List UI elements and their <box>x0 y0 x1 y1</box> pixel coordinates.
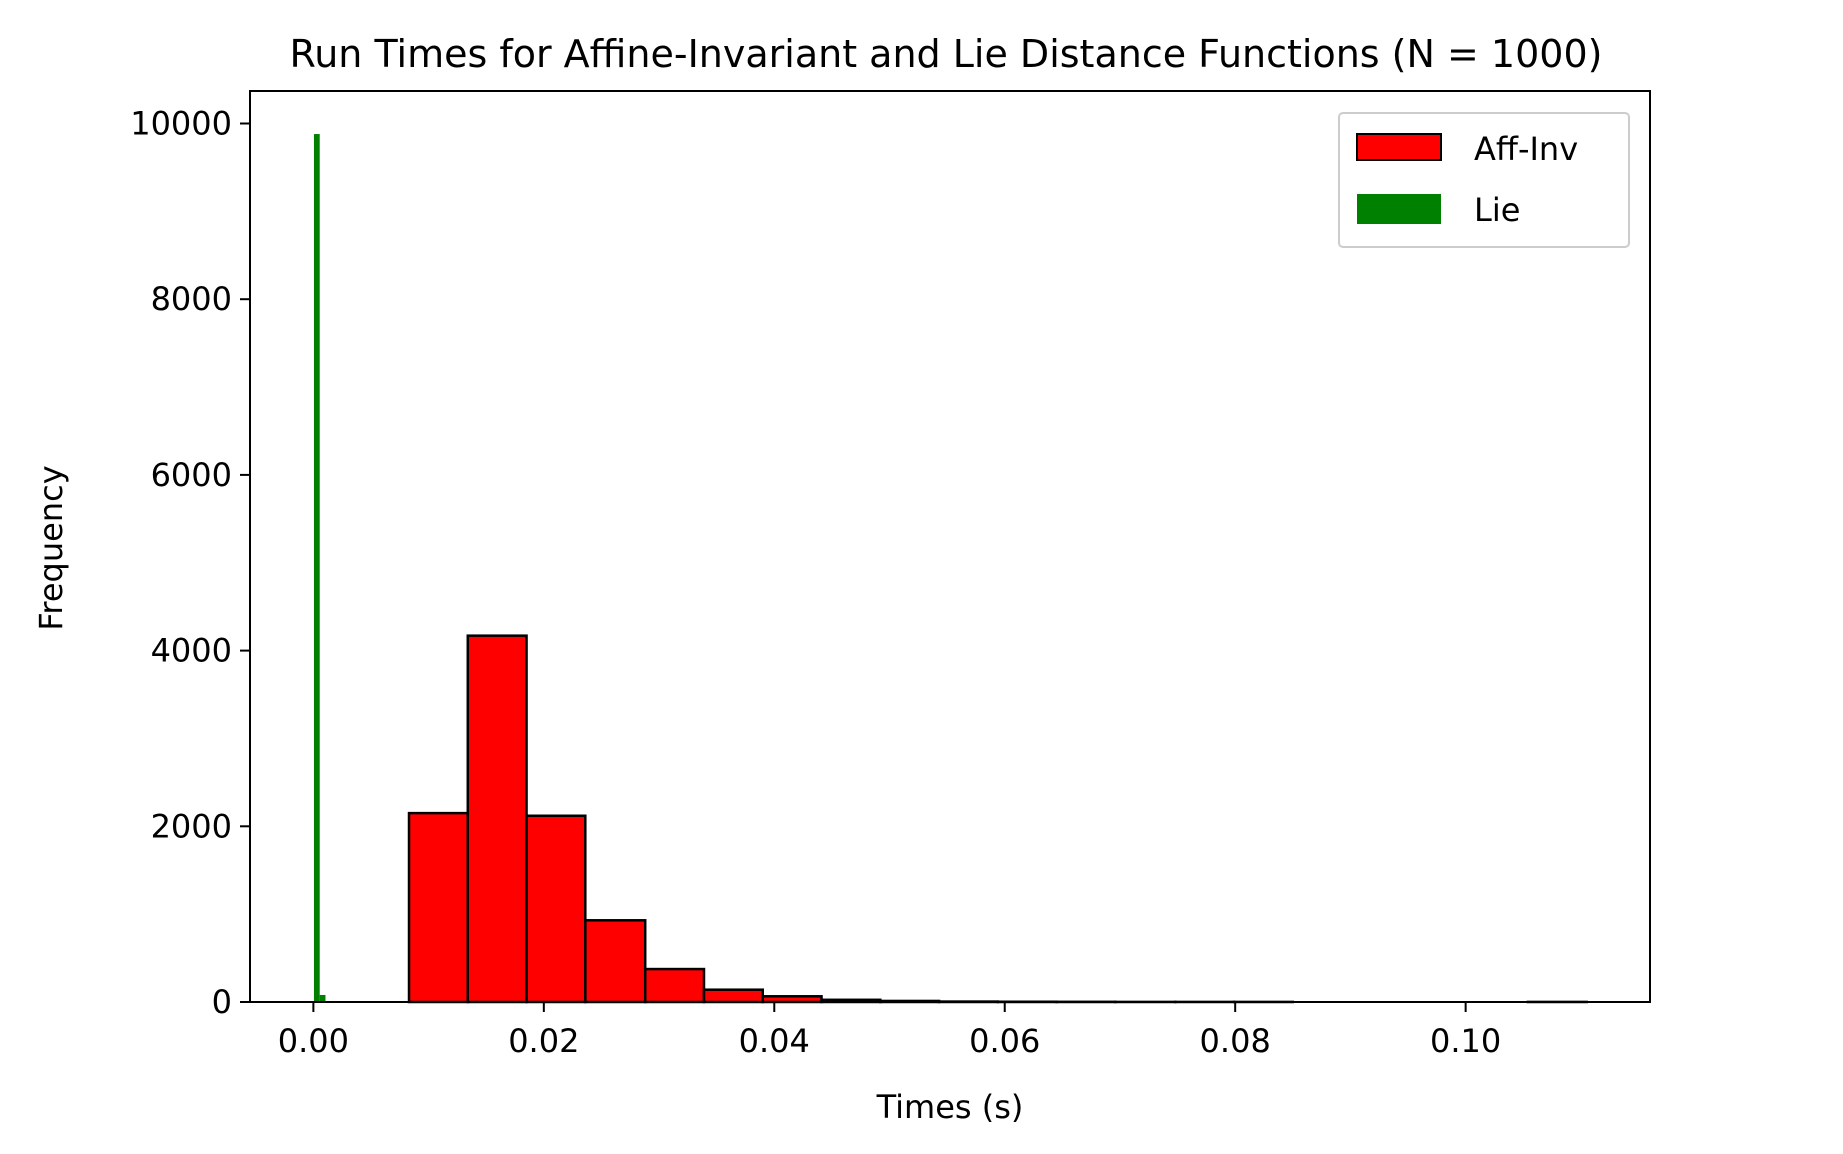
bar-aff-inv-4 <box>643 967 706 1004</box>
plot-frame <box>249 90 1651 1003</box>
legend-label-aff-inv: Aff-Inv <box>1474 130 1578 168</box>
legend-label-lie: Lie <box>1474 191 1520 229</box>
y-tick-label: 2000 <box>151 807 232 845</box>
y-tick-label: 8000 <box>151 280 232 318</box>
y-axis-label: Frequency <box>32 465 70 630</box>
legend: Aff-Inv Lie <box>1338 112 1630 248</box>
bar-aff-inv-3 <box>584 919 647 1004</box>
chart-title: Run Times for Affine-Invariant and Lie D… <box>290 32 1603 76</box>
x-tick-label: 0.08 <box>1200 1022 1271 1060</box>
y-tick-label: 10000 <box>130 105 232 143</box>
x-tick-label: 0.04 <box>739 1022 810 1060</box>
bar-aff-inv-5 <box>702 988 765 1004</box>
y-tick-label: 4000 <box>151 632 232 670</box>
bar-lie-1 <box>319 994 326 1002</box>
y-tick-label: 0 <box>212 983 232 1021</box>
x-axis-label: Times (s) <box>876 1088 1024 1126</box>
y-axis: 0 2000 4000 6000 8000 10000 <box>130 105 250 1021</box>
x-tick-label: 0.02 <box>508 1022 579 1060</box>
bars-layer <box>313 134 1588 1004</box>
bar-lie-0 <box>313 134 320 1003</box>
bar-aff-inv-2 <box>525 814 587 1004</box>
x-tick-label: 0.00 <box>278 1022 349 1060</box>
legend-swatch-aff-inv <box>1356 133 1442 161</box>
x-tick-label: 0.10 <box>1430 1022 1501 1060</box>
bar-aff-inv-0 <box>407 811 470 1004</box>
legend-swatch-lie <box>1357 194 1441 224</box>
bar-aff-inv-1 <box>466 634 528 1004</box>
y-tick-label: 6000 <box>151 456 232 494</box>
x-axis: 0.00 0.02 0.04 0.06 0.08 0.10 <box>278 1002 1501 1060</box>
x-tick-label: 0.06 <box>969 1022 1040 1060</box>
